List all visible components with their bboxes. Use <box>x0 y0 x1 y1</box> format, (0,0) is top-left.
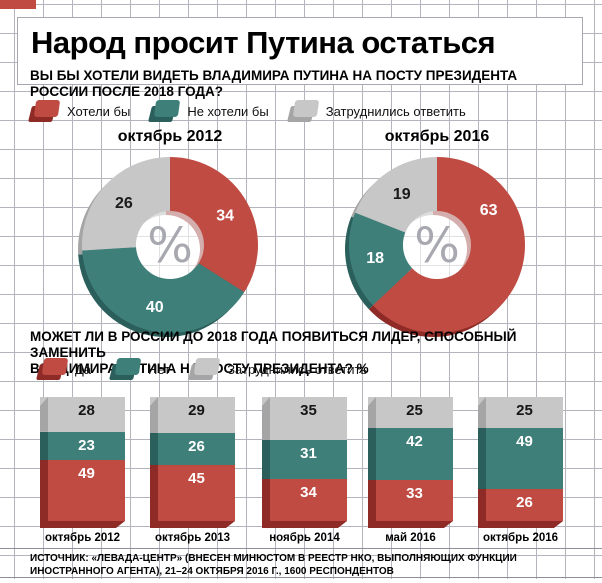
legend-label: Нет <box>148 362 171 377</box>
bar-value: 25 <box>406 402 423 419</box>
legend-item-not-want: Не хотели бы <box>148 100 269 123</box>
legend-q2: Да Нет Затруднились ответить <box>36 358 368 381</box>
bar-segment-red: 26 <box>478 488 563 522</box>
donut-title-2016: октябрь 2016 <box>384 128 490 145</box>
legend-item-yes: Да <box>36 358 92 381</box>
bar-group: 28 23 49 октябрь 2012 <box>40 397 125 544</box>
bar-segment-gray: 25 <box>478 397 563 428</box>
bar-value: 42 <box>406 433 423 450</box>
legend-label: Хотели бы <box>67 104 131 119</box>
bar-group: 25 42 33 май 2016 <box>368 397 453 544</box>
bar-segment-teal: 23 <box>40 431 125 461</box>
bar-value: 35 <box>300 402 317 419</box>
bar-segment-gray: 28 <box>40 397 125 432</box>
bar-segment-red: 33 <box>368 480 453 521</box>
bar-value: 25 <box>516 402 533 419</box>
donut-2012: октябрь 2012 % 34 40 26 <box>75 128 265 340</box>
legend-swatch-gray-icon <box>188 358 221 381</box>
bar-bottom-face <box>40 521 125 528</box>
bar-group: 29 26 45 октябрь 2013 <box>150 397 235 544</box>
legend-q1: Хотели бы Не хотели бы Затруднились отве… <box>28 100 466 123</box>
legend-label: Не хотели бы <box>187 104 269 119</box>
donut-value-label: 34 <box>216 207 234 224</box>
bar-value: 26 <box>188 438 205 455</box>
bar-segment-red: 34 <box>262 478 347 522</box>
legend-label: Затруднились ответить <box>227 362 368 377</box>
legend-item-want: Хотели бы <box>28 100 131 123</box>
bar-group: 25 49 26 октябрь 2016 <box>478 397 563 544</box>
donut-slice <box>82 247 245 334</box>
donut-hole <box>403 211 471 279</box>
bar-value: 29 <box>188 402 205 419</box>
bar-segment-teal: 49 <box>478 428 563 489</box>
bar-segment-red: 45 <box>150 465 235 521</box>
donut-slice <box>355 157 437 233</box>
legend-swatch-gray-icon <box>286 100 319 123</box>
bar-segment-red: 49 <box>40 460 125 521</box>
bar-segment-teal: 31 <box>262 440 347 480</box>
donut-value-label: 40 <box>146 299 164 316</box>
bar-category-label: ноябрь 2014 <box>269 532 340 544</box>
bar-value: 23 <box>78 436 95 454</box>
bar-value: 28 <box>78 402 95 419</box>
donut-center-percent: % <box>414 218 460 274</box>
legend-item-no: Нет <box>109 358 171 381</box>
donut-hole <box>136 211 204 279</box>
bar-category-label: май 2016 <box>385 532 436 544</box>
bar-value: 33 <box>406 485 423 503</box>
legend-item-undecided: Затруднились ответить <box>286 100 466 123</box>
bar-segment-teal: 42 <box>368 428 453 481</box>
legend-swatch-red-icon <box>36 358 69 381</box>
page-title: Народ просит Путина остаться <box>31 25 496 60</box>
bar-value: 49 <box>78 465 95 483</box>
bar-value: 45 <box>188 470 205 488</box>
corner-flag <box>0 0 36 9</box>
donut-slice <box>81 157 170 251</box>
donut-slice <box>349 212 413 306</box>
legend-item-undecided: Затруднились ответить <box>188 358 368 381</box>
bar-category-label: октябрь 2012 <box>44 532 121 544</box>
legend-swatch-teal-icon <box>148 100 181 123</box>
donut-center-percent: % <box>147 218 193 274</box>
legend-swatch-teal-icon <box>109 358 142 381</box>
bar-bottom-face <box>150 521 235 528</box>
donut-value-label: 26 <box>115 195 133 212</box>
legend-swatch-red-icon <box>28 100 61 123</box>
donut-chart-2016: % 63 18 19 <box>345 157 525 337</box>
donut-slice <box>170 157 258 293</box>
donut-value-label: 19 <box>393 186 411 203</box>
bar-segment-gray: 25 <box>368 397 453 428</box>
legend-label: Затруднились ответить <box>325 104 466 119</box>
bar-category-label: октябрь 2013 <box>154 532 231 544</box>
bar-group: 35 31 34 ноябрь 2014 <box>262 397 347 544</box>
bar-segment-gray: 29 <box>150 397 235 433</box>
donut-value-label: 63 <box>480 202 498 219</box>
source-note: ИСТОЧНИК: «ЛЕВАДА-ЦЕНТР» (ВНЕСЕН МИНЮСТО… <box>0 548 602 578</box>
bar-category-label: октябрь 2016 <box>482 532 559 544</box>
bar-bottom-face <box>478 521 563 528</box>
legend-label: Да <box>75 362 92 377</box>
donut-chart-2012: % 34 40 26 <box>77 157 258 338</box>
bottom-mask <box>0 579 602 583</box>
donut-2016: октябрь 2016 % 63 18 19 <box>342 128 532 340</box>
donut-title-2012: октябрь 2012 <box>117 128 223 145</box>
title-box: Народ просит Путина остаться <box>17 17 583 85</box>
donut-value-label: 18 <box>366 250 384 267</box>
bar-bottom-face <box>368 521 453 528</box>
bar-value: 34 <box>300 483 317 501</box>
donut-slice <box>372 157 525 333</box>
bar-chart: 28 23 49 октябрь 2012 29 26 45 октябрь 2013 35 31… <box>0 397 602 557</box>
bar-segment-gray: 35 <box>262 397 347 441</box>
bar-value: 49 <box>516 433 533 450</box>
bar-value: 31 <box>300 445 317 463</box>
question-1: ВЫ БЫ ХОТЕЛИ ВИДЕТЬ ВЛАДИМИРА ПУТИНА НА … <box>30 68 518 99</box>
bar-segment-teal: 26 <box>150 433 235 466</box>
bar-value: 26 <box>516 493 533 511</box>
bar-bottom-face <box>262 521 347 528</box>
